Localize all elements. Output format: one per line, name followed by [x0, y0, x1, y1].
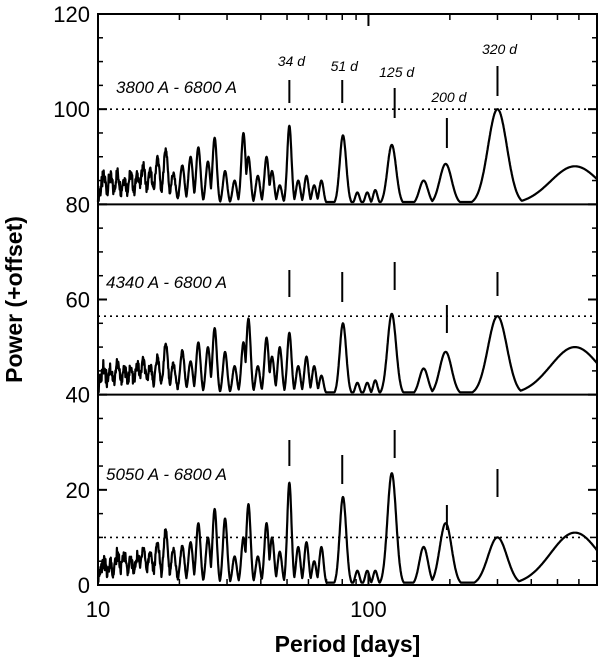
series-1: 3800 A - 6800 A — [96, 66, 598, 206]
band-label: 5050 A - 6800 A — [106, 465, 227, 484]
power-spectrum-line — [96, 108, 598, 204]
power-spectrum-line — [96, 312, 598, 394]
x-tick-label: 100 — [350, 597, 387, 622]
series-3: 5050 A - 6800 A — [96, 430, 598, 586]
y-tick-label: 80 — [66, 192, 90, 217]
band-label: 3800 A - 6800 A — [116, 78, 237, 97]
y-tick-label: 20 — [66, 478, 90, 503]
y-tick-label: 60 — [66, 288, 90, 313]
x-axis-title: Period [days] — [275, 631, 421, 657]
axes: 0 20 40 60 80 100 120 10 100 — [53, 2, 598, 622]
plot-area: 3800 A - 6800 A 4340 A - 6800 A 5050 A - 6… — [96, 66, 598, 586]
series-2: 4340 A - 6800 A — [96, 262, 598, 396]
period-label: 34 d — [278, 53, 306, 69]
y-axis-title: Power (+offset) — [1, 216, 27, 383]
period-label: 51 d — [331, 58, 359, 74]
y-tick-label: 0 — [78, 573, 90, 598]
chart-labels: Period [days] Power (+offset) 34 d 51 d 125 … — [1, 41, 518, 657]
period-label: 125 d — [379, 64, 415, 80]
y-tick-label: 100 — [53, 97, 90, 122]
y-tick-label: 40 — [66, 383, 90, 408]
x-tick-label: 10 — [86, 597, 110, 622]
period-label: 320 d — [482, 41, 518, 57]
period-label: 200 d — [430, 89, 467, 105]
power-spectrum-line — [96, 472, 598, 584]
band-label: 4340 A - 6800 A — [106, 273, 227, 292]
y-tick-label: 120 — [53, 2, 90, 27]
plot-frame — [97, 13, 598, 586]
